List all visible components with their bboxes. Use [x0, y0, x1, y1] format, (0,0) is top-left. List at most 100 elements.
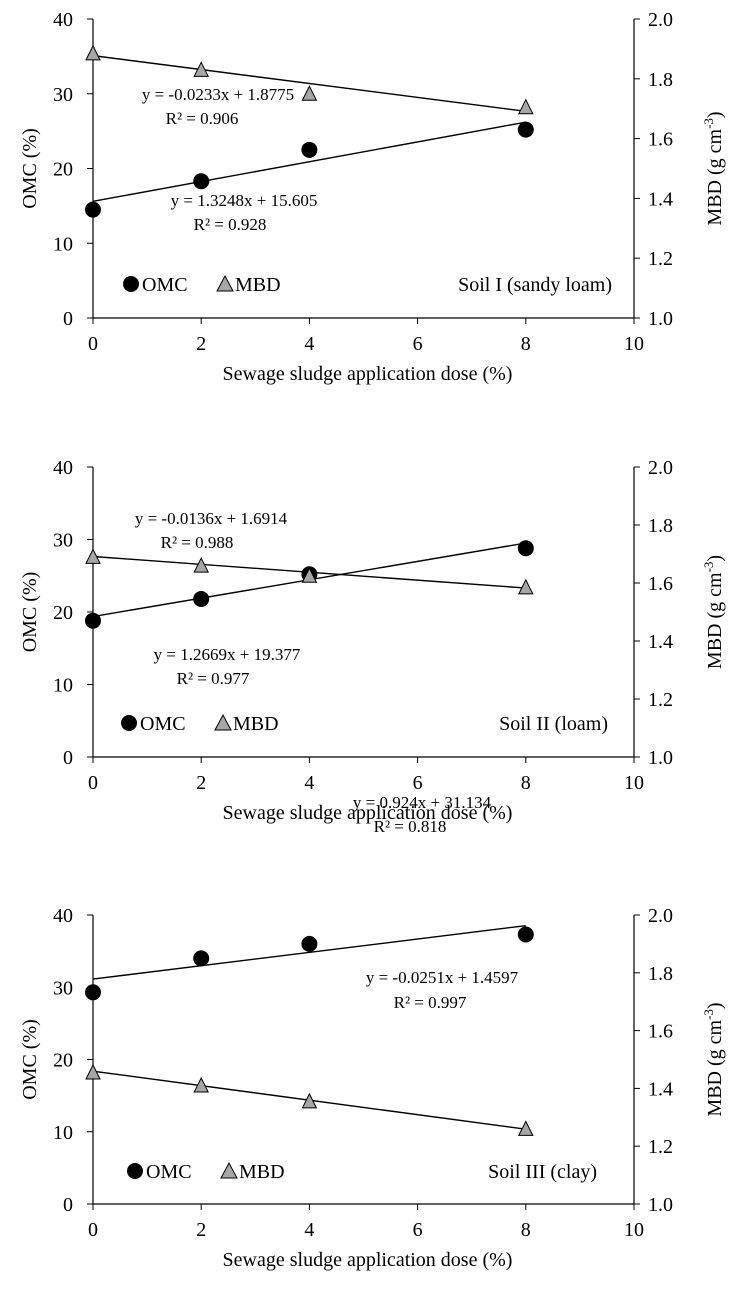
omc-data-point — [85, 201, 101, 218]
omc-data-point — [517, 540, 534, 557]
left-y-tick-label: 30 — [53, 530, 73, 552]
x-tick-label: 4 — [304, 1219, 314, 1241]
mbd-data-point — [85, 44, 101, 61]
legend: OMC MBD — [123, 274, 281, 296]
right-y-tick-label: 1.8 — [648, 69, 673, 91]
omc-trend-equation: y = 1.2669x + 19.377 — [154, 645, 301, 664]
omc-data-point — [193, 590, 210, 607]
right-y-tick-label: 1.4 — [648, 631, 673, 653]
right-y-label-close: ) — [704, 111, 726, 118]
right-y-axis-label: MBD (g cm-3) — [701, 111, 726, 225]
omc-trend-equation: y = 1.3248x + 15.605 — [171, 191, 318, 210]
soil-label: Soil II (loam) — [499, 713, 608, 735]
mbd-trend-equation: y = -0.0136x + 1.6914 — [135, 509, 288, 528]
legend-omc-label: OMC — [146, 1161, 192, 1183]
x-tick-label: 8 — [521, 333, 531, 355]
x-tick-label: 4 — [304, 772, 314, 794]
right-y-tick-label: 1.2 — [648, 689, 673, 711]
right-y-tick-label: 1.8 — [648, 515, 673, 537]
legend-mbd-label: MBD — [235, 274, 281, 296]
right-y-tick-label: 1.6 — [648, 129, 673, 151]
x-tick-label: 10 — [624, 1219, 644, 1241]
right-y-tick-label: 2.0 — [648, 905, 673, 927]
x-axis-label: Sewage sludge application dose (%) — [223, 802, 513, 824]
omc-r-squared: R² = 0.818 — [374, 817, 447, 836]
mbd-data-point — [85, 548, 101, 564]
mbd-data-point — [517, 98, 534, 115]
omc-data-point — [193, 173, 210, 190]
legend: OMC MBD — [127, 1161, 285, 1183]
right-y-tick-label: 1.6 — [648, 573, 673, 595]
omc-trendline — [92, 924, 526, 980]
left-y-axis-label: OMC (%) — [19, 128, 41, 209]
right-y-label-superscript: -3 — [701, 562, 716, 573]
right-y-tick-label: 2.0 — [648, 9, 673, 31]
x-tick-label: 8 — [521, 772, 531, 794]
legend-mbd-marker — [214, 713, 232, 731]
right-y-tick-label: 1.0 — [648, 308, 673, 330]
right-y-tick-label: 1.2 — [648, 1136, 673, 1158]
left-y-axis-label: OMC (%) — [19, 572, 41, 653]
left-y-tick-label: 40 — [53, 905, 73, 927]
legend-omc-marker — [127, 1163, 143, 1179]
mbd-data-point — [193, 1076, 210, 1093]
mbd-trend-equation: y = -0.0251x + 1.4597 — [366, 968, 519, 987]
mbd-data-point — [193, 61, 210, 77]
mbd-trendline — [92, 54, 526, 113]
right-y-label-close: ) — [704, 555, 726, 562]
left-y-tick-label: 30 — [53, 84, 73, 106]
mbd-r-squared: R² = 0.997 — [394, 993, 467, 1012]
mbd-data-point — [301, 567, 318, 583]
chart-panel-1: 0 2 4 6 8 10 0 10 20 30 40 1.0 1.2 1.4 1.6 1.8 2.0 Sewage… — [19, 9, 726, 385]
x-tick-label: 6 — [413, 1219, 423, 1241]
omc-data-point — [301, 141, 318, 158]
right-y-tick-label: 2.0 — [648, 457, 673, 479]
right-y-tick-label: 1.2 — [648, 248, 673, 270]
left-y-tick-label: 0 — [63, 747, 73, 769]
left-y-tick-label: 40 — [53, 9, 73, 31]
mbd-data-point — [517, 578, 534, 595]
legend: OMC MBD — [121, 713, 279, 735]
chart-panel-2: 0 2 4 6 8 10 0 10 20 30 40 1.0 1.2 1.4 1.6 1.8 2.0 Sewage… — [19, 457, 726, 824]
omc-data-point — [193, 950, 210, 967]
omc-data-point — [85, 984, 101, 1001]
mbd-data-point — [193, 556, 210, 573]
right-y-tick-label: 1.4 — [648, 188, 673, 210]
legend-omc-marker — [121, 715, 137, 731]
legend-mbd-marker — [220, 1161, 238, 1179]
omc-data-point — [517, 926, 534, 943]
legend-omc-label: OMC — [142, 274, 188, 296]
legend-mbd-label: MBD — [239, 1161, 285, 1183]
x-tick-label: 10 — [624, 333, 644, 355]
legend-mbd-marker — [216, 274, 234, 292]
legend-omc-marker — [123, 276, 139, 292]
mbd-data-point — [517, 1120, 534, 1136]
left-y-tick-label: 10 — [53, 233, 73, 255]
omc-trend-equation: y = 0.924x + 31.134 — [353, 793, 492, 812]
right-y-axis-label: MBD (g cm-3) — [701, 555, 726, 669]
left-y-tick-label: 20 — [53, 1050, 73, 1072]
x-tick-label: 2 — [196, 333, 206, 355]
left-y-tick-label: 10 — [53, 675, 73, 697]
mbd-trend-equation: y = -0.0233x + 1.8775 — [142, 85, 294, 104]
omc-trendline — [92, 121, 526, 203]
legend-omc-label: OMC — [140, 713, 186, 735]
mbd-data-point — [301, 1092, 318, 1109]
omc-data-point — [517, 121, 534, 138]
x-tick-label: 2 — [196, 772, 206, 794]
omc-data-point — [85, 612, 101, 629]
omc-data-point — [301, 935, 318, 952]
soil-label: Soil III (clay) — [488, 1161, 597, 1183]
left-y-tick-label: 30 — [53, 977, 73, 999]
right-y-label-main: MBD (g cm — [704, 128, 726, 225]
mbd-data-point — [85, 1063, 101, 1080]
right-y-label-main: MBD (g cm — [704, 572, 726, 669]
x-tick-label: 4 — [304, 333, 314, 355]
omc-r-squared: R² = 0.928 — [194, 215, 267, 234]
right-y-tick-label: 1.8 — [648, 963, 673, 985]
right-y-tick-label: 1.0 — [648, 747, 673, 769]
left-y-tick-label: 0 — [63, 1194, 73, 1216]
left-y-tick-label: 40 — [53, 457, 73, 479]
x-tick-label: 0 — [88, 1219, 98, 1241]
